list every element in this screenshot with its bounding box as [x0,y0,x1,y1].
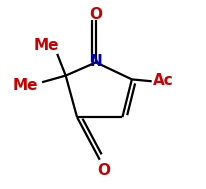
Text: O: O [97,163,109,178]
Text: Me: Me [12,78,38,94]
Text: N: N [89,54,102,70]
Text: Ac: Ac [152,73,173,88]
Text: Me: Me [34,38,59,53]
Text: O: O [89,7,102,22]
